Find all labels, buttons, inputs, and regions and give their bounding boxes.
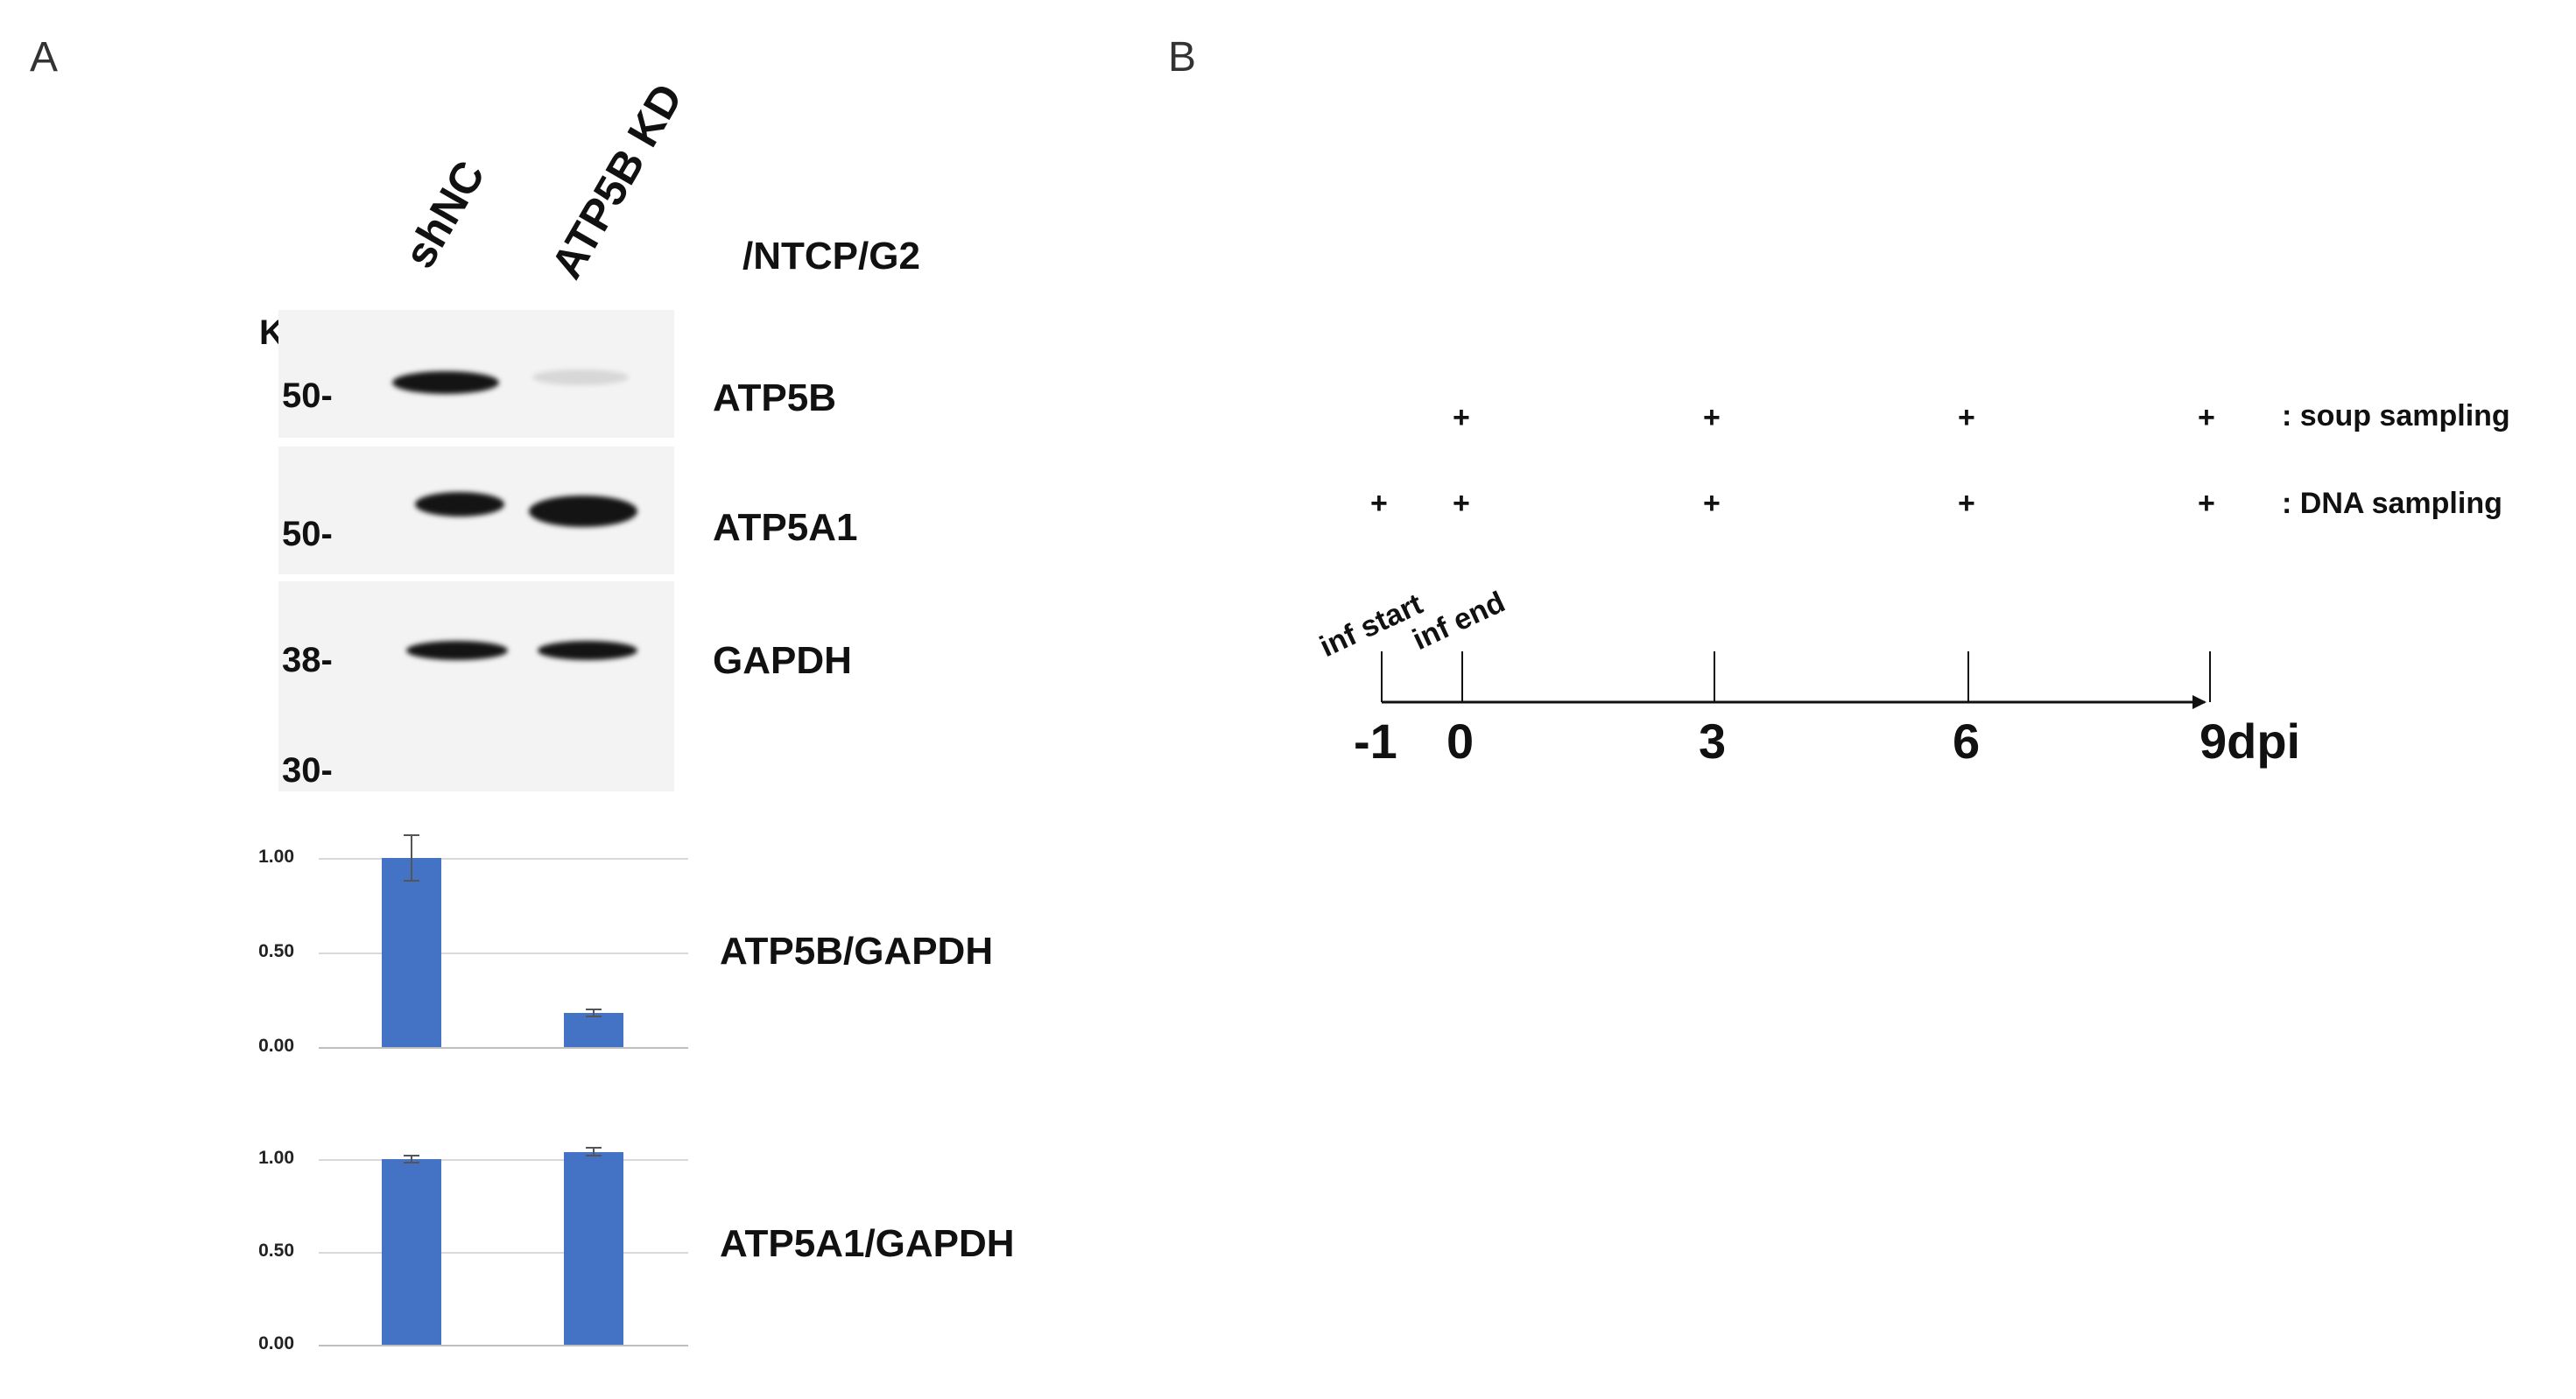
errorbar-shnc — [411, 835, 412, 881]
timepoint-9dpi: 9dpi — [2199, 714, 2301, 769]
errorbar-cap-bottom-shnc — [404, 879, 419, 882]
ytick-1-00: 1.00 — [258, 847, 294, 867]
ytick-0-50: 0.50 — [258, 1241, 294, 1261]
timepoint-3: 3 — [1699, 714, 1727, 769]
ytick-1-00: 1.00 — [258, 1148, 294, 1168]
dna-marker--1: + — [1370, 487, 1388, 520]
soup-marker-9: + — [2198, 401, 2215, 434]
timeline-arrowhead — [2192, 695, 2206, 709]
errorbar-cap-top-atp5b-kd — [586, 1147, 602, 1149]
dna-marker-9: + — [2198, 487, 2215, 520]
soup-marker-3: + — [1703, 401, 1721, 434]
band-label-atp5b: ATP5B — [713, 376, 836, 419]
ratio-label-atp5a1-gapdh: ATP5A1/GAPDH — [720, 1222, 1015, 1265]
errorbar-cap-top-shnc — [404, 1154, 419, 1156]
bar-shnc — [382, 1159, 441, 1345]
panel-a-letter: A — [30, 34, 59, 81]
band-atp5a1-kd — [529, 496, 637, 527]
band-gapdh-kd — [538, 641, 637, 660]
soup-sampling-label: : soup sampling — [2282, 399, 2510, 432]
lane-label-kd: ATP5B KD — [541, 75, 693, 287]
panel-b-letter: B — [1168, 34, 1197, 81]
bar-atp5b-kd — [564, 1013, 623, 1047]
soup-marker-0: + — [1453, 401, 1470, 434]
band-atp5b-shnc — [392, 371, 499, 394]
ytick-0-00: 0.00 — [258, 1036, 294, 1056]
errorbar-cap-top-atp5b-kd — [586, 1008, 602, 1010]
timepoint-6: 6 — [1953, 714, 1981, 769]
errorbar-cap-bottom-atp5b-kd — [586, 1154, 602, 1156]
blot-atp5a1 — [278, 446, 674, 574]
gridline-1-00 — [319, 1159, 688, 1161]
gridline-0-50 — [319, 1252, 688, 1254]
blot-gapdh — [278, 581, 674, 791]
axis-baseline — [319, 1345, 688, 1346]
errorbar-shnc — [411, 1155, 412, 1163]
errorbar-atp5b-kd — [593, 1148, 595, 1156]
timepoint--1: -1 — [1354, 714, 1397, 769]
marker-50-b: 50- — [282, 515, 333, 553]
gridline-0-50 — [319, 953, 688, 954]
axis-baseline — [319, 1047, 688, 1049]
dna-sampling-label: : DNA sampling — [2282, 487, 2502, 520]
gridline-1-00 — [319, 858, 688, 860]
timeline-axis — [1381, 651, 2211, 709]
marker-38: 38- — [282, 641, 333, 679]
bar-shnc — [382, 858, 441, 1047]
marker-30: 30- — [282, 751, 333, 790]
band-gapdh-shnc — [406, 641, 508, 660]
ratio-label-atp5b-gapdh: ATP5B/GAPDH — [720, 930, 994, 973]
dna-marker-0: + — [1453, 487, 1470, 520]
timepoint-0: 0 — [1446, 714, 1475, 769]
band-atp5a1-shnc — [415, 492, 504, 517]
band-atp5b-kd — [532, 369, 629, 385]
ytick-0-00: 0.00 — [258, 1333, 294, 1353]
lane-label-shnc: shNC — [394, 152, 495, 277]
dna-marker-3: + — [1703, 487, 1721, 520]
cell-line-label: /NTCP/G2 — [743, 235, 920, 278]
dna-marker-6: + — [1958, 487, 1975, 520]
marker-50-a: 50- — [282, 376, 333, 415]
errorbar-cap-bottom-atp5b-kd — [586, 1016, 602, 1018]
blot-atp5b — [278, 310, 674, 438]
ytick-0-50: 0.50 — [258, 941, 294, 961]
soup-marker-6: + — [1958, 401, 1975, 434]
errorbar-cap-bottom-shnc — [404, 1162, 419, 1164]
band-label-gapdh: GAPDH — [713, 639, 852, 682]
band-label-atp5a1: ATP5A1 — [713, 506, 858, 549]
errorbar-cap-top-shnc — [404, 834, 419, 837]
bar-atp5b-kd — [564, 1151, 623, 1345]
errorbar-atp5b-kd — [593, 1009, 595, 1017]
